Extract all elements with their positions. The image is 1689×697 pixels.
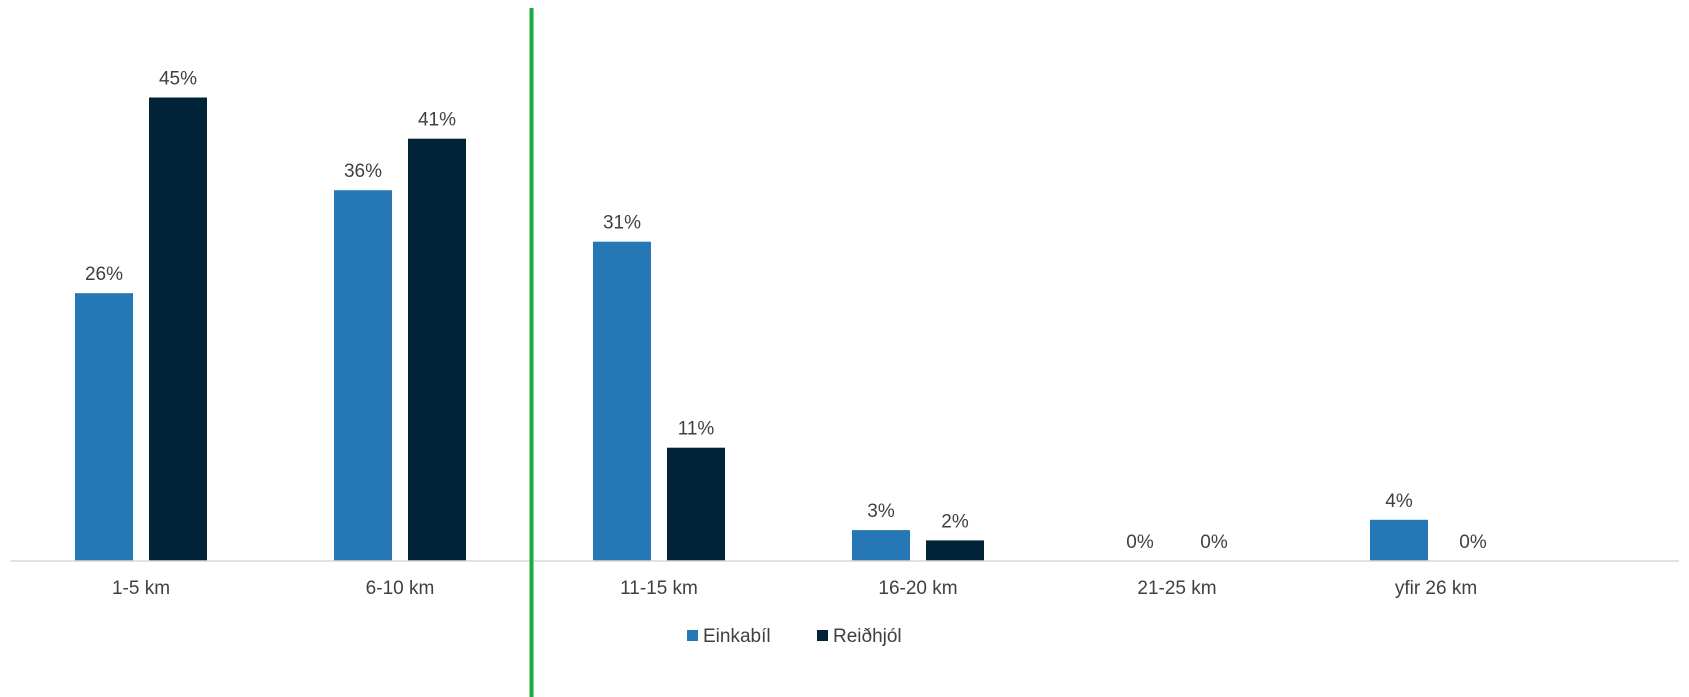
bar-einkabil-2 <box>334 190 392 561</box>
data-label-reidhjol-1: 45% <box>159 69 197 90</box>
data-label-einkabil-5: 0% <box>1126 532 1154 553</box>
data-label-reidhjol-3: 11% <box>678 419 715 440</box>
data-label-reidhjol-4: 2% <box>941 511 969 532</box>
data-labels-layer: 26% 45% 36% 41% 31% 11% 3% 2% 0% 0% 4% 0% <box>85 69 1487 554</box>
data-label-einkabil-1: 26% <box>85 264 123 285</box>
data-label-einkabil-4: 3% <box>867 501 895 522</box>
x-tick-labels: 1-5 km 6-10 km 11-15 km 16-20 km 21-25 km yfi… <box>112 578 1477 599</box>
data-label-einkabil-2: 36% <box>344 161 382 182</box>
bar-einkabil-1 <box>75 293 133 561</box>
x-tick-label: 6-10 km <box>366 578 435 599</box>
x-tick-label: 11-15 km <box>620 578 698 599</box>
bar-einkabil-4 <box>852 530 910 561</box>
x-tick-label: 16-20 km <box>878 578 957 599</box>
bar-reidhjol-1 <box>149 97 207 561</box>
x-tick-label: 21-25 km <box>1137 578 1216 599</box>
bar-reidhjol-3 <box>667 447 725 561</box>
data-label-einkabil-3: 31% <box>603 213 641 234</box>
legend-swatch-einkabil <box>687 630 698 641</box>
data-label-reidhjol-2: 41% <box>418 110 456 131</box>
data-label-einkabil-6: 4% <box>1385 491 1413 512</box>
data-label-reidhjol-6: 0% <box>1459 532 1487 553</box>
bars-layer <box>75 97 1428 561</box>
bar-reidhjol-4 <box>926 540 984 561</box>
bar-einkabil-6 <box>1370 519 1428 561</box>
legend-label-reidhjol: Reiðhjól <box>833 626 902 647</box>
legend-swatch-reidhjol <box>817 630 828 641</box>
data-label-reidhjol-5: 0% <box>1200 532 1228 553</box>
bar-reidhjol-2 <box>408 138 466 561</box>
legend: Einkabíl Reiðhjól <box>687 626 902 647</box>
x-tick-label: 1-5 km <box>112 578 170 599</box>
bar-einkabil-3 <box>593 241 651 561</box>
legend-label-einkabil: Einkabíl <box>703 626 771 647</box>
x-tick-label: yfir 26 km <box>1395 578 1477 599</box>
